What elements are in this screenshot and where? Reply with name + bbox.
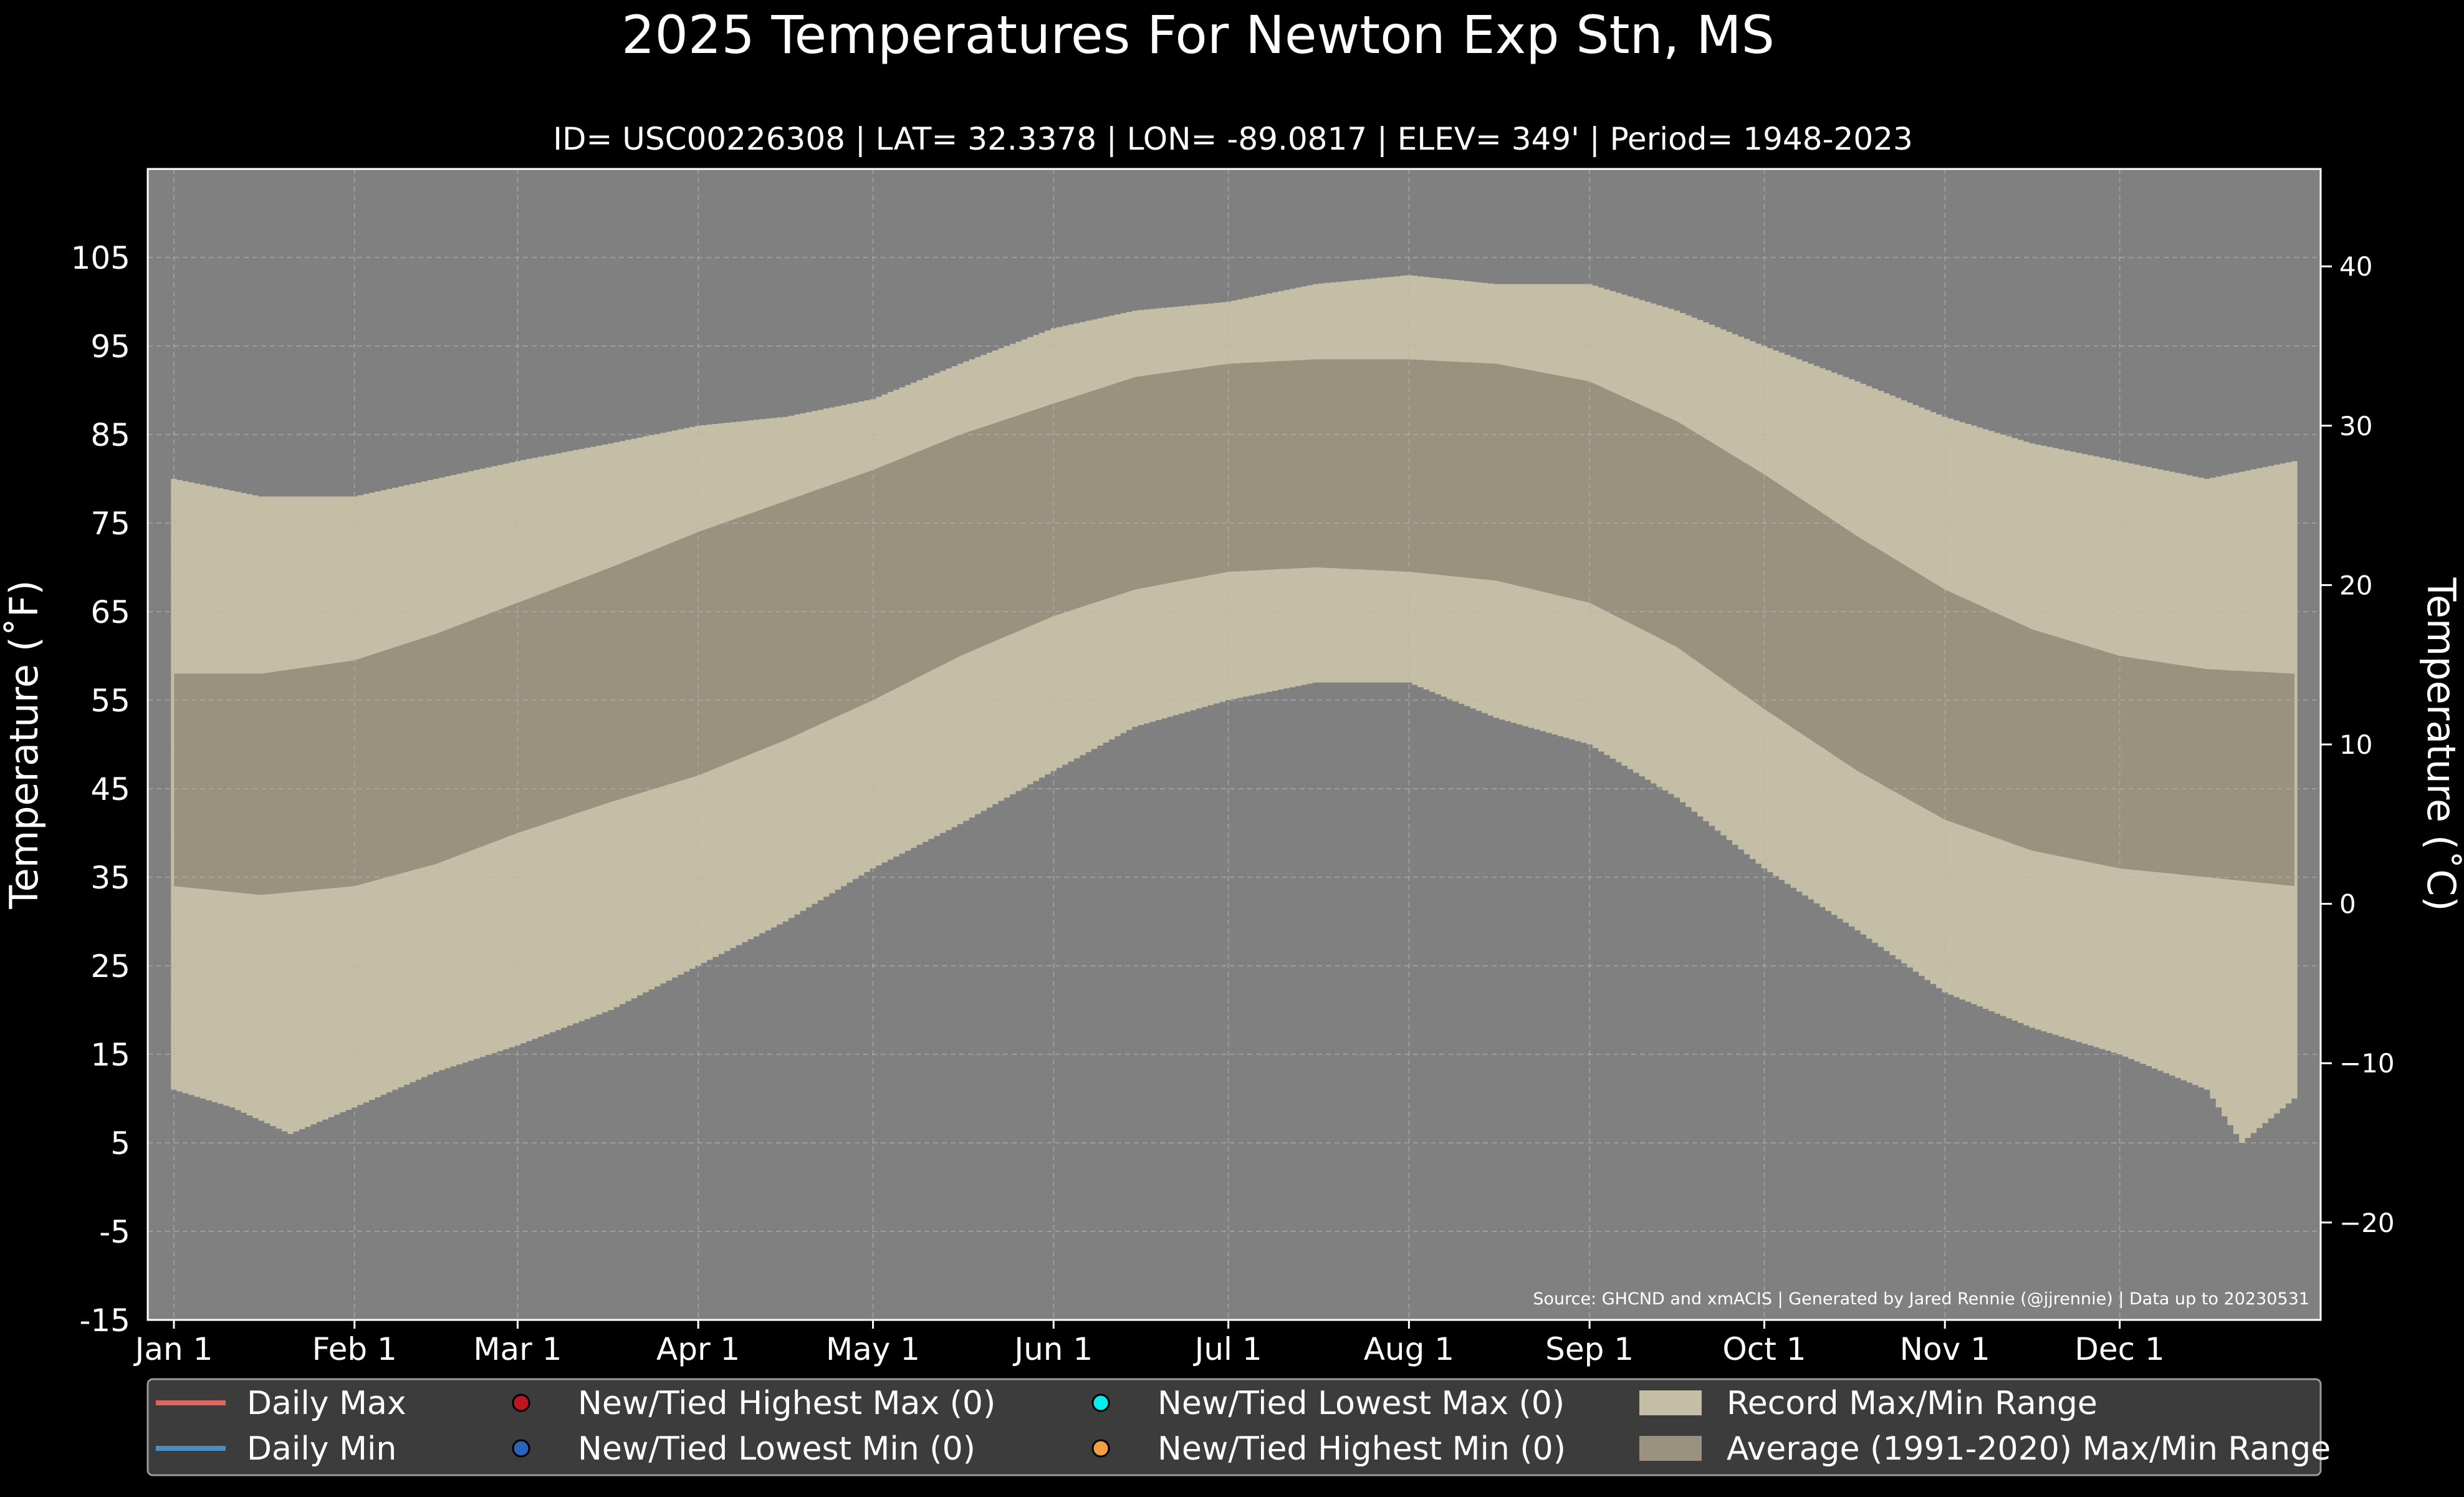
legend-dot-swatch xyxy=(1091,1394,1110,1412)
legend-box-swatch xyxy=(1639,1390,1702,1415)
y-axis-left: -15 -5 5 15 25 35 45 55 65 75 85 95 105 xyxy=(71,240,130,1339)
x-tick-label: Oct 1 xyxy=(1722,1331,1806,1367)
y-tick-label: -5 xyxy=(99,1214,130,1250)
y-tick-label: 35 xyxy=(90,860,130,896)
legend-label: Record Max/Min Range xyxy=(1727,1385,2097,1422)
x-axis: Jan 1 Feb 1 Mar 1 Apr 1 May 1 Jun 1 Jul 1 Aug 1… xyxy=(133,1320,2165,1367)
chart-title: 2025 Temperatures For Newton Exp Stn, MS xyxy=(621,4,1775,65)
legend-label: New/Tied Highest Min (0) xyxy=(1158,1430,1566,1468)
y-right-tick-label: 0 xyxy=(2339,889,2356,920)
x-tick-label: Aug 1 xyxy=(1364,1331,1454,1367)
y-tick-label: 45 xyxy=(90,771,130,807)
x-tick-label: Jun 1 xyxy=(1012,1331,1093,1367)
y-right-tick-label: 30 xyxy=(2339,411,2372,441)
x-tick-label: Jan 1 xyxy=(133,1331,213,1367)
x-tick-label: Apr 1 xyxy=(656,1331,740,1367)
y-tick-label: 75 xyxy=(90,506,130,542)
legend-label: New/Tied Lowest Min (0) xyxy=(578,1430,976,1468)
legend-box-swatch xyxy=(1639,1436,1702,1461)
x-tick-label: Dec 1 xyxy=(2074,1331,2164,1367)
legend-label: New/Tied Highest Max (0) xyxy=(578,1385,995,1422)
y-tick-label: 15 xyxy=(90,1037,130,1073)
x-tick-label: Sep 1 xyxy=(1545,1331,1634,1367)
y-tick-label: 65 xyxy=(90,594,130,630)
y-tick-label: 25 xyxy=(90,948,130,984)
legend-box xyxy=(146,1378,2322,1476)
legend-dot-swatch xyxy=(512,1394,530,1412)
y-tick-label: 105 xyxy=(71,240,130,276)
legend-label: New/Tied Lowest Max (0) xyxy=(1158,1385,1565,1422)
chart-subtitle: ID= USC00226308 | LAT= 32.3378 | LON= -8… xyxy=(553,121,1913,157)
y-right-tick-label: −10 xyxy=(2339,1048,2395,1079)
legend-label: Daily Min xyxy=(247,1430,396,1468)
x-tick-label: Mar 1 xyxy=(473,1331,562,1367)
y-axis-right-label: Temperature (˚C) xyxy=(2418,577,2464,911)
legend-dot-swatch xyxy=(512,1439,530,1458)
y-tick-label: 85 xyxy=(90,417,130,453)
y-tick-label: 55 xyxy=(90,683,130,719)
y-tick-label: 5 xyxy=(110,1125,130,1162)
x-tick-label: Feb 1 xyxy=(312,1331,397,1367)
y-right-tick-label: −20 xyxy=(2339,1208,2395,1238)
y-right-tick-label: 20 xyxy=(2339,570,2372,600)
x-tick-label: Jul 1 xyxy=(1193,1331,1262,1367)
grid-layer xyxy=(148,169,2321,1321)
x-tick-label: Nov 1 xyxy=(1900,1331,1990,1367)
x-tick-label: May 1 xyxy=(826,1331,920,1367)
y-axis-right: −20 −10 0 10 20 30 40 xyxy=(2321,251,2395,1238)
legend-label: Daily Max xyxy=(247,1385,406,1422)
y-tick-label: -15 xyxy=(79,1302,130,1339)
y-right-tick-label: 40 xyxy=(2339,251,2372,282)
y-right-tick-label: 10 xyxy=(2339,729,2372,760)
legend: Daily Max New/Tied Highest Max (0) New/Tie… xyxy=(146,1378,2331,1476)
legend-dot-swatch xyxy=(1091,1439,1110,1458)
legend-label: Average (1991-2020) Max/Min Range xyxy=(1727,1430,2331,1468)
plot-area: Source: GHCND and xmACIS | Generated by … xyxy=(146,168,2322,1321)
source-note: Source: GHCND and xmACIS | Generated by … xyxy=(1533,1289,2309,1309)
y-axis-left-label: Temperature (˚F) xyxy=(1,580,47,909)
y-tick-label: 95 xyxy=(90,329,130,365)
